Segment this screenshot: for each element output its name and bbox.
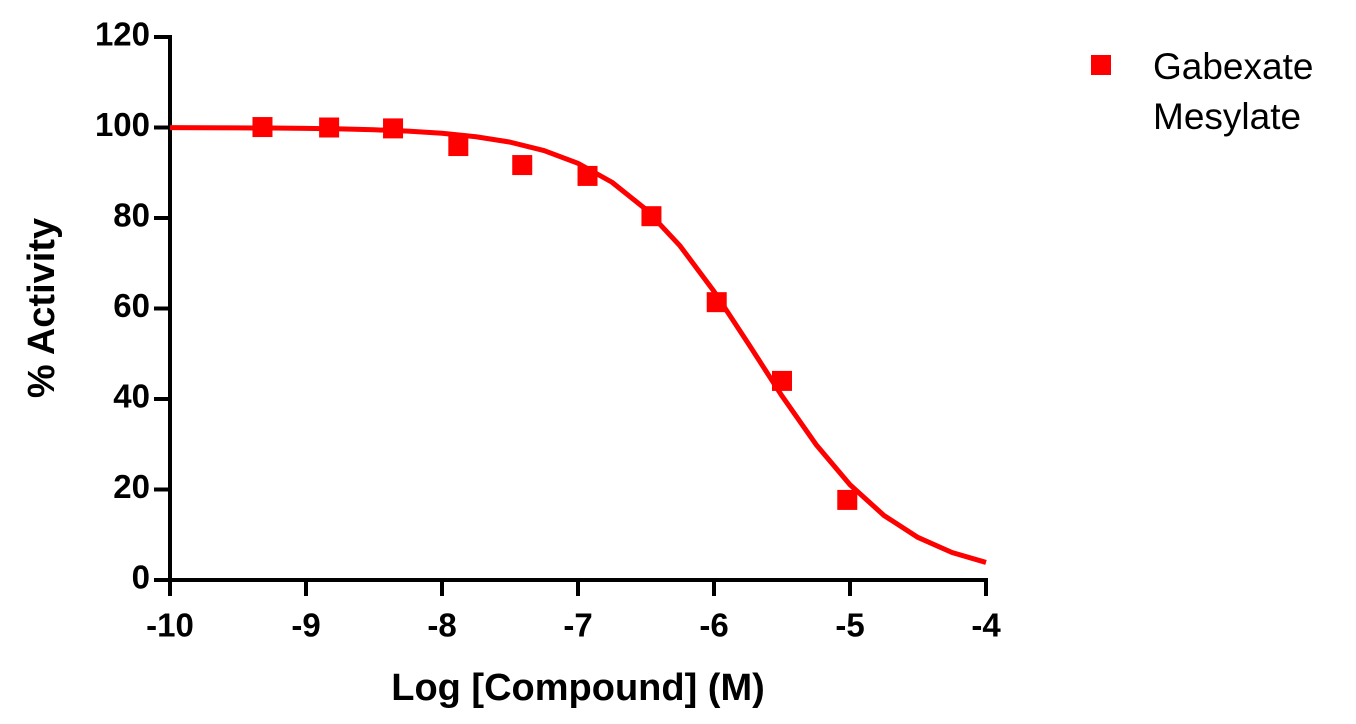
x-tick-label: -7 (563, 607, 592, 644)
legend-label: Gabexate Mesylate (1153, 46, 1314, 137)
data-point (383, 118, 404, 139)
x-axis-title: Log [Compound] (M) (391, 667, 765, 709)
data-point (837, 489, 858, 510)
y-tick-label: 60 (113, 287, 150, 324)
y-tick-label: 120 (95, 16, 150, 53)
data-point (448, 136, 469, 157)
data-point (252, 117, 273, 138)
x-tick-label: -5 (835, 607, 864, 644)
x-tick-label: -9 (291, 607, 320, 644)
data-point (577, 165, 598, 186)
fit-curve (169, 125, 987, 565)
x-tick-label: -10 (146, 607, 194, 644)
y-axis-title: % Activity (21, 218, 63, 398)
data-point (512, 155, 533, 176)
y-tick-label: 0 (132, 559, 150, 596)
y-tick-label: 80 (113, 197, 150, 234)
x-tick-label: -4 (971, 607, 1001, 644)
y-tick-label: 100 (95, 106, 150, 143)
y-tick-label: 20 (113, 468, 150, 505)
data-point (772, 370, 792, 391)
data-point (641, 206, 662, 227)
legend-marker (1091, 55, 1111, 75)
data-point (319, 117, 340, 138)
x-tick-label: -8 (427, 607, 456, 644)
y-tick-label: 40 (113, 378, 150, 415)
data-point (706, 292, 727, 313)
x-tick-label: -6 (699, 607, 728, 644)
